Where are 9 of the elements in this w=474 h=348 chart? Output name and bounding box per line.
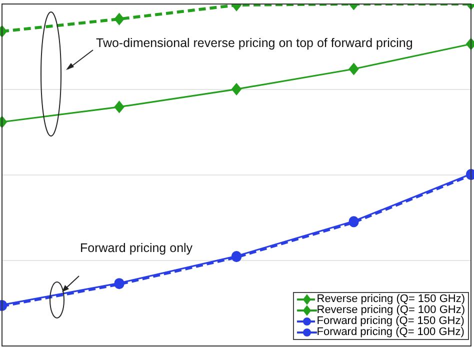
legend-label: Reverse pricing (Q= 100 GHz): [316, 304, 465, 316]
point: [348, 62, 359, 75]
annotation: Two-dimensional reverse pricing on top of forward pricing: [96, 36, 413, 50]
point: [232, 83, 242, 96]
annotation: Forward pricing only: [80, 241, 193, 255]
point: [114, 100, 124, 113]
legend-label: Reverse pricing (Q= 150 GHz): [316, 293, 465, 305]
legend-label: Forward pricing (Q= 150 GHz): [316, 315, 464, 327]
legend-label: Forward pricing (Q= 100 GHz): [316, 326, 464, 338]
